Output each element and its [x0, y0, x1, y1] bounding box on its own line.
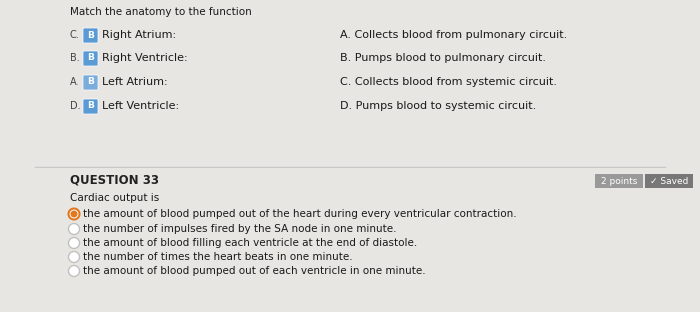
Circle shape — [69, 223, 80, 235]
Text: C.: C. — [70, 30, 80, 40]
FancyBboxPatch shape — [83, 75, 98, 90]
Text: B: B — [87, 53, 94, 62]
Text: B: B — [87, 101, 94, 110]
Circle shape — [69, 237, 80, 248]
FancyBboxPatch shape — [83, 51, 98, 66]
Circle shape — [69, 208, 80, 220]
Text: B.: B. — [70, 53, 80, 63]
Text: A.: A. — [70, 77, 80, 87]
FancyBboxPatch shape — [645, 174, 693, 188]
FancyBboxPatch shape — [83, 28, 98, 43]
Circle shape — [69, 251, 80, 262]
Circle shape — [71, 211, 78, 217]
Text: Left Ventricle:: Left Ventricle: — [102, 101, 179, 111]
Text: B: B — [87, 31, 94, 40]
Text: QUESTION 33: QUESTION 33 — [70, 173, 159, 187]
FancyBboxPatch shape — [595, 174, 643, 188]
Text: Match the anatomy to the function: Match the anatomy to the function — [70, 7, 252, 17]
Text: Right Ventricle:: Right Ventricle: — [102, 53, 188, 63]
Text: the amount of blood filling each ventricle at the end of diastole.: the amount of blood filling each ventric… — [83, 238, 417, 248]
FancyBboxPatch shape — [83, 99, 98, 114]
Text: Cardiac output is: Cardiac output is — [70, 193, 160, 203]
Text: 2 points: 2 points — [601, 177, 637, 186]
Text: the number of impulses fired by the SA node in one minute.: the number of impulses fired by the SA n… — [83, 224, 396, 234]
Text: the amount of blood pumped out of the heart during every ventricular contraction: the amount of blood pumped out of the he… — [83, 209, 517, 219]
Text: C. Collects blood from systemic circuit.: C. Collects blood from systemic circuit. — [340, 77, 557, 87]
Text: D.: D. — [70, 101, 80, 111]
Text: ✓ Saved: ✓ Saved — [650, 177, 688, 186]
Text: Right Atrium:: Right Atrium: — [102, 30, 176, 40]
Text: A. Collects blood from pulmonary circuit.: A. Collects blood from pulmonary circuit… — [340, 30, 567, 40]
Text: the number of times the heart beats in one minute.: the number of times the heart beats in o… — [83, 252, 353, 262]
Text: B: B — [87, 77, 94, 86]
Text: B. Pumps blood to pulmonary circuit.: B. Pumps blood to pulmonary circuit. — [340, 53, 546, 63]
Circle shape — [69, 266, 80, 276]
Text: D. Pumps blood to systemic circuit.: D. Pumps blood to systemic circuit. — [340, 101, 536, 111]
Text: Left Atrium:: Left Atrium: — [102, 77, 167, 87]
Text: the amount of blood pumped out of each ventricle in one minute.: the amount of blood pumped out of each v… — [83, 266, 426, 276]
